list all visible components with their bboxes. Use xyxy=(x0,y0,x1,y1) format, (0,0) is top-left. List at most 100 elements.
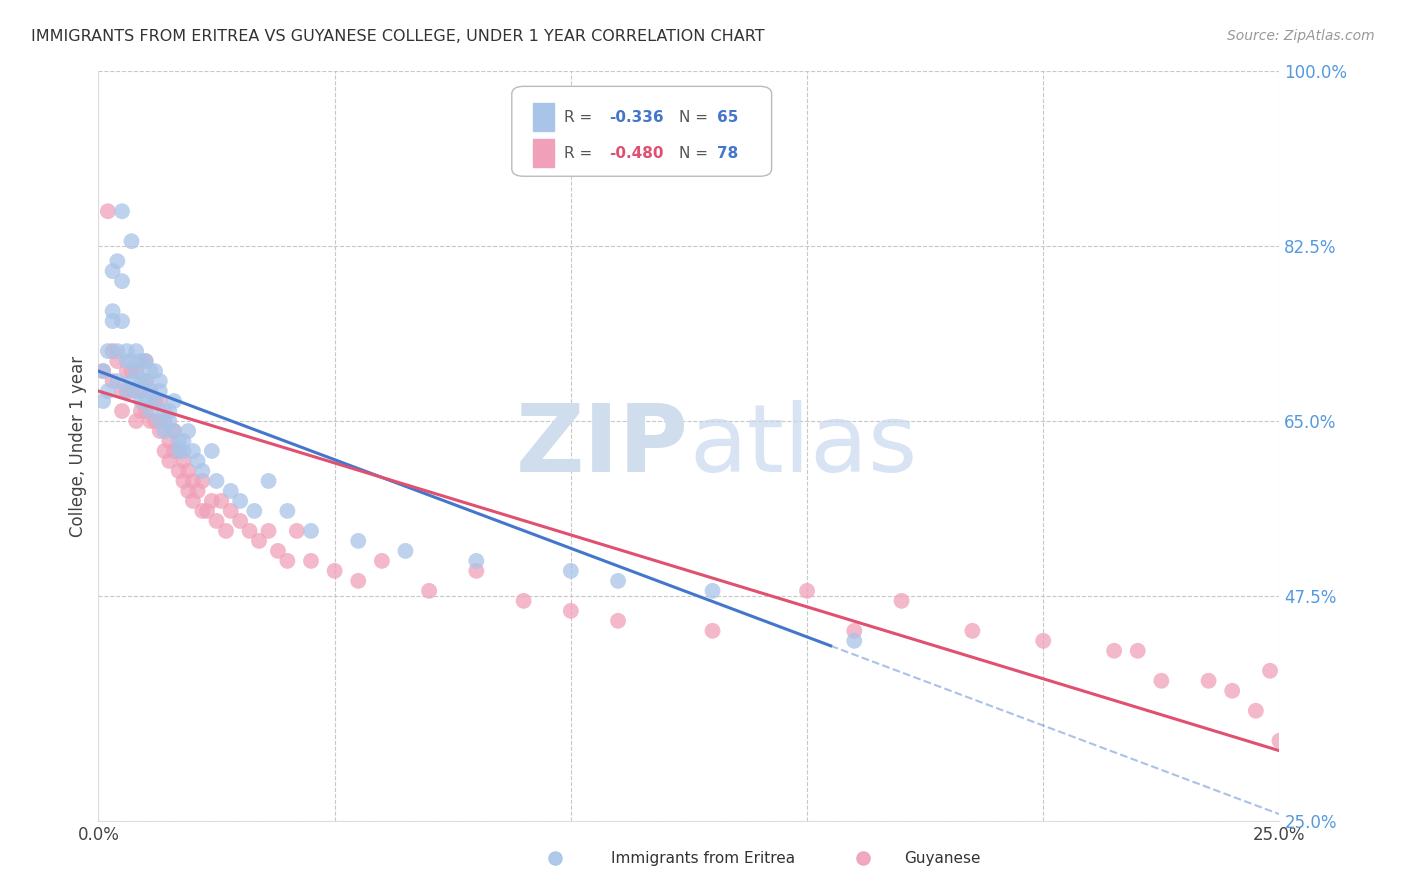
Point xyxy=(299,524,322,538)
Point xyxy=(544,851,567,865)
Bar xyxy=(533,139,554,168)
Point xyxy=(607,614,630,628)
Point xyxy=(115,384,138,398)
Point xyxy=(163,424,186,438)
Point xyxy=(181,494,204,508)
Text: N =: N = xyxy=(679,110,713,125)
Point xyxy=(91,364,114,378)
Point xyxy=(607,574,630,588)
Point xyxy=(115,344,138,359)
Point xyxy=(844,624,866,638)
Point xyxy=(121,384,143,398)
Point xyxy=(105,254,128,268)
Point xyxy=(257,474,280,488)
Point xyxy=(149,384,172,398)
Point xyxy=(177,483,200,498)
Point xyxy=(172,444,194,458)
Text: Immigrants from Eritrea: Immigrants from Eritrea xyxy=(612,851,794,865)
Point xyxy=(418,583,440,598)
Point xyxy=(143,394,166,409)
Point xyxy=(1268,733,1291,747)
Point xyxy=(219,504,242,518)
Point xyxy=(1102,644,1125,658)
Point xyxy=(187,483,209,498)
Point xyxy=(135,374,157,388)
Point xyxy=(167,444,190,458)
Point xyxy=(101,314,124,328)
Point xyxy=(125,384,148,398)
Point xyxy=(347,533,370,548)
Point xyxy=(129,394,152,409)
Point xyxy=(187,454,209,468)
Point xyxy=(243,504,266,518)
Text: 65: 65 xyxy=(717,110,738,125)
Point xyxy=(163,394,186,409)
Point xyxy=(1258,664,1281,678)
Point xyxy=(139,414,162,428)
Point xyxy=(852,851,875,865)
Point xyxy=(97,344,120,359)
Point xyxy=(177,424,200,438)
Point xyxy=(157,434,180,448)
Point xyxy=(91,394,114,409)
Point xyxy=(229,494,252,508)
Point xyxy=(111,314,134,328)
Point xyxy=(191,474,214,488)
Point xyxy=(115,364,138,378)
Point xyxy=(115,384,138,398)
Point xyxy=(111,384,134,398)
FancyBboxPatch shape xyxy=(512,87,772,177)
Y-axis label: College, Under 1 year: College, Under 1 year xyxy=(69,355,87,537)
Point xyxy=(163,444,186,458)
Point xyxy=(181,444,204,458)
Point xyxy=(129,404,152,418)
Point xyxy=(149,414,172,428)
Point xyxy=(121,364,143,378)
Point xyxy=(219,483,242,498)
Point xyxy=(191,504,214,518)
Point xyxy=(135,354,157,368)
Point xyxy=(125,344,148,359)
Text: N =: N = xyxy=(679,145,713,161)
Point xyxy=(560,604,582,618)
Point xyxy=(512,594,534,608)
Point xyxy=(121,234,143,248)
Point xyxy=(101,344,124,359)
Point xyxy=(153,444,176,458)
Point xyxy=(91,364,114,378)
Point xyxy=(105,354,128,368)
Point xyxy=(276,504,298,518)
Point xyxy=(177,464,200,478)
Point xyxy=(125,364,148,378)
Point xyxy=(157,414,180,428)
Point xyxy=(394,544,416,558)
Point xyxy=(215,524,238,538)
Point xyxy=(101,304,124,318)
Point xyxy=(135,394,157,409)
Point xyxy=(149,374,172,388)
Point xyxy=(111,274,134,288)
Point xyxy=(121,374,143,388)
Point xyxy=(139,404,162,418)
Point xyxy=(157,454,180,468)
Point xyxy=(229,514,252,528)
Point xyxy=(1032,633,1054,648)
Point xyxy=(157,404,180,418)
Point xyxy=(201,494,224,508)
Point xyxy=(267,544,290,558)
Point xyxy=(172,434,194,448)
Point xyxy=(97,384,120,398)
Text: ZIP: ZIP xyxy=(516,400,689,492)
Point xyxy=(276,554,298,568)
Text: atlas: atlas xyxy=(689,400,917,492)
Point xyxy=(143,414,166,428)
Point xyxy=(111,204,134,219)
Point xyxy=(163,424,186,438)
Point xyxy=(191,464,214,478)
Point xyxy=(135,354,157,368)
Point xyxy=(209,494,232,508)
Point xyxy=(129,354,152,368)
Point xyxy=(371,554,394,568)
Point xyxy=(139,384,162,398)
Point xyxy=(153,404,176,418)
